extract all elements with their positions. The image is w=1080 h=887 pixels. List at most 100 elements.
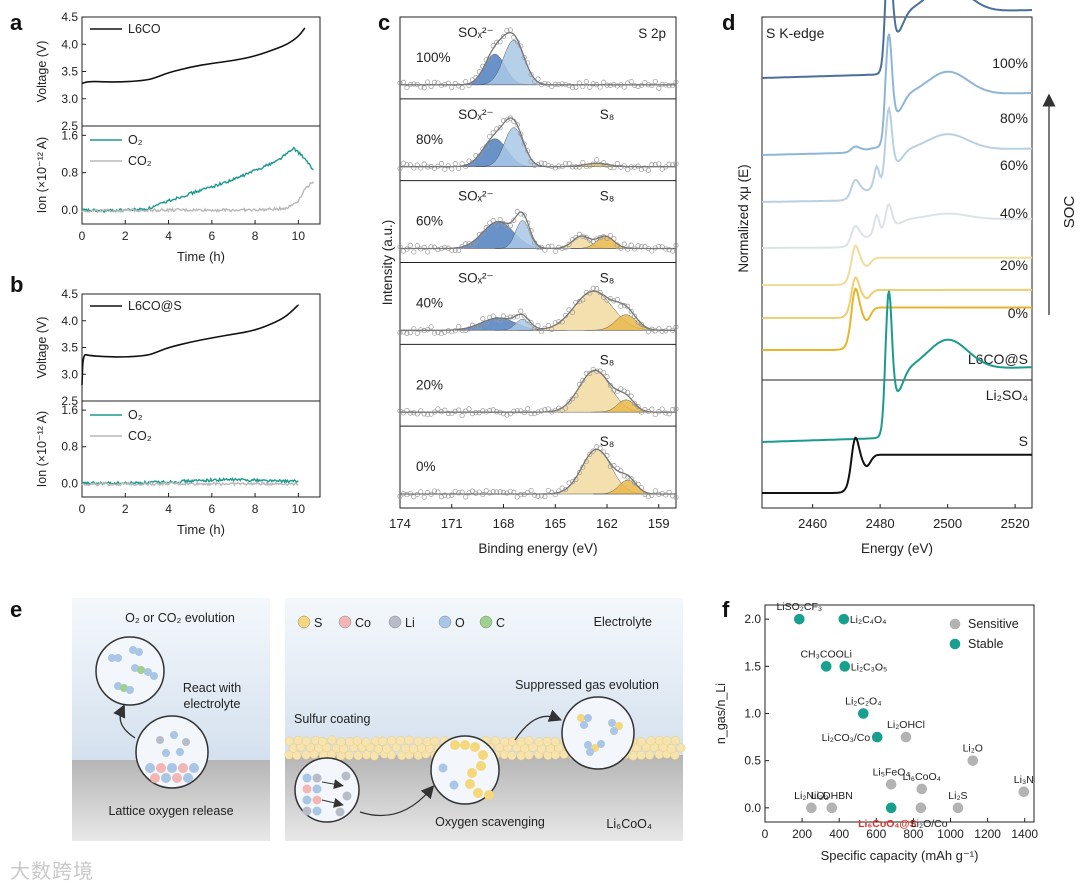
c-point (673, 161, 679, 167)
coating-bead (646, 736, 656, 746)
f-xlabel: Specific capacity (mAh g⁻¹) (821, 848, 979, 863)
f-ytick-label: 2.0 (744, 612, 761, 626)
a-bot-ytick-label: 0.8 (61, 166, 78, 180)
panel-b-chart: 2.5 3.0 3.5 4.0 4.5 Voltage (V) L6CO@S 0.0 0.8 1.… (35, 287, 321, 537)
react-label-1: React with (183, 681, 241, 695)
c-point (400, 410, 406, 416)
c-point (625, 246, 631, 252)
c-point (480, 408, 486, 414)
a-ion-line-0 (81, 146, 314, 214)
c-point (625, 167, 631, 173)
d-spectrum-label-20%: 20% (1000, 257, 1028, 273)
c-point (645, 329, 651, 335)
c-point (445, 80, 451, 86)
f-xtick-label: 600 (866, 827, 886, 841)
c-point (614, 83, 620, 89)
c-point (632, 313, 638, 319)
coating-bead (507, 751, 517, 761)
c-row-label-80%: 80% (416, 132, 443, 147)
b-xtick-label: 6 (208, 502, 215, 516)
a-top-ylabel: Voltage (V) (35, 41, 49, 103)
c-point (594, 157, 600, 163)
c-point (425, 79, 431, 85)
coating-bead (387, 736, 397, 746)
coating-bead (628, 751, 638, 761)
coating-bead (666, 744, 676, 754)
c-point (521, 313, 527, 319)
coating-bead (670, 736, 680, 746)
coating-bead (401, 744, 411, 754)
a-top-ytick-label: 4.5 (61, 10, 78, 24)
a-ion-legend-label: CO₂ (128, 154, 152, 168)
c-point (421, 244, 427, 250)
c-point (628, 309, 634, 315)
c-point (663, 492, 669, 498)
f-point-label: Li₆CoO₄ (903, 771, 941, 783)
c-point (521, 54, 527, 60)
coating-bead (362, 750, 372, 760)
a-xtick-label: 10 (292, 229, 306, 243)
c-point (666, 83, 672, 89)
c-point (518, 308, 524, 314)
f-point-stable (838, 613, 850, 625)
c-point (459, 85, 465, 91)
a-xtick-label: 2 (122, 229, 129, 243)
coating-bead (345, 737, 355, 747)
coating-bead (301, 750, 311, 760)
c-point (476, 324, 482, 330)
d-spectrum-100% (762, 0, 1032, 79)
coating-bead (395, 736, 405, 746)
panel-letter-a: a (10, 10, 23, 35)
c-point (456, 490, 462, 496)
b-xtick-label: 2 (122, 502, 129, 516)
c-point (663, 410, 669, 416)
scavenging-label: Oxygen scavenging (435, 815, 545, 829)
c-point (428, 324, 434, 330)
d-spectrum-80% (762, 33, 1033, 156)
c-point (404, 330, 410, 336)
material-label: Li₆CoO₄ (606, 817, 652, 831)
f-xtick-label: 0 (762, 827, 769, 841)
coating-bead (524, 736, 534, 746)
panel-letter-e: e (10, 597, 22, 622)
legend-label-o: O (455, 616, 465, 630)
b-top-ytick-label: 3.5 (61, 341, 78, 355)
c-point (449, 492, 455, 498)
c-row-label-20%: 20% (416, 377, 443, 392)
c-point (628, 242, 634, 248)
c-point (438, 331, 444, 337)
c-point (463, 79, 469, 85)
d-spectrum-label-100%: 100% (992, 55, 1028, 71)
f-point-label: Li₂O (963, 743, 983, 755)
c-point (525, 406, 531, 412)
coating-bead (430, 736, 440, 746)
c-point (431, 488, 438, 494)
c-point (514, 494, 520, 500)
f-point-stable (871, 731, 883, 743)
a-top-ytick-label: 2.5 (61, 119, 78, 133)
d-spectrum-S (762, 436, 1032, 494)
b-bot-ytick-label: 0.8 (61, 440, 78, 454)
f-xtick-label: 1200 (974, 827, 1001, 841)
d-spectrum-label-S: S (1019, 433, 1028, 449)
c-envelope-0% (400, 448, 676, 495)
b-bot-ytick-label: 0.0 (61, 476, 78, 490)
f-xtick-label: 400 (829, 827, 849, 841)
c-point (511, 408, 517, 414)
d-spectrum-60% (762, 105, 1033, 203)
coating-bead (422, 737, 432, 747)
d-ylabel: Normalized xμ (E) (736, 164, 751, 272)
c-point (511, 314, 517, 320)
coating-bead (404, 735, 414, 745)
coating-bead (352, 736, 362, 746)
c-point (459, 327, 465, 334)
c-point (532, 492, 538, 498)
coating-bead (413, 736, 423, 746)
c-point (407, 410, 413, 416)
d-spectrum-L6CO@S (762, 287, 1032, 351)
c-point (438, 82, 444, 89)
f-point-stable (839, 661, 851, 672)
c-row-label-0%: 0% (416, 459, 436, 474)
